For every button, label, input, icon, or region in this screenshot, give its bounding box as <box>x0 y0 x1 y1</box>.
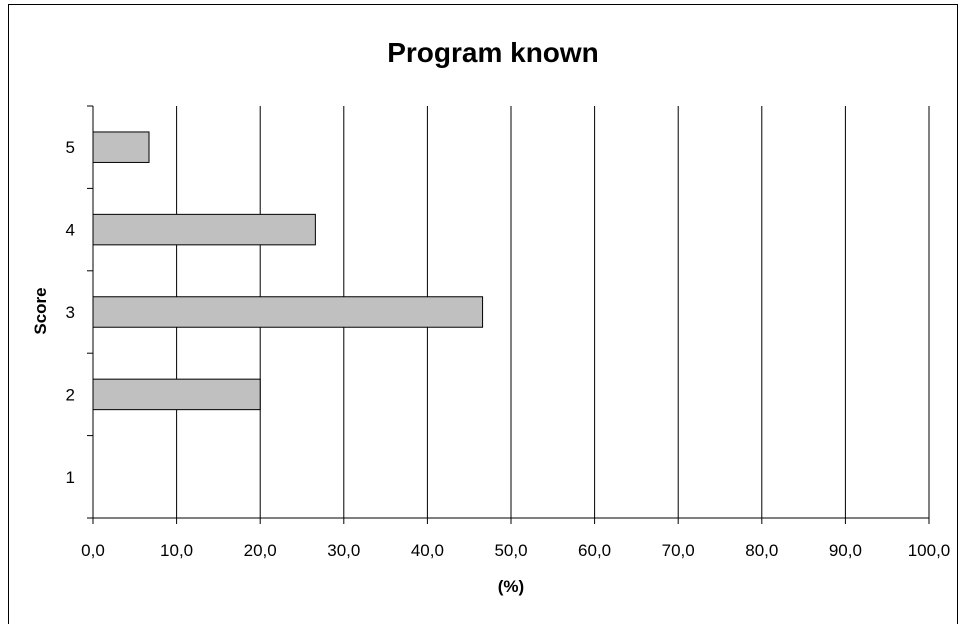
x-tick-label: 0,0 <box>81 541 105 560</box>
x-tick-labels: 0,0 10,0 20,0 30,0 40,0 50,0 60,0 70,0 80,0 90,0 1… <box>81 541 950 560</box>
x-tick-label: 70,0 <box>662 541 695 560</box>
bar <box>92 213 316 246</box>
bar <box>92 378 261 411</box>
chart-title: Program known <box>387 37 599 68</box>
x-axis-label: (%) <box>498 577 524 596</box>
y-axis-label: Score <box>31 287 50 334</box>
y-tick-label: 2 <box>66 385 75 404</box>
x-tick-label: 50,0 <box>494 541 527 560</box>
x-tick-label: 100,0 <box>908 541 951 560</box>
bars <box>92 131 484 411</box>
x-tick-label: 20,0 <box>244 541 277 560</box>
y-tick-label: 4 <box>66 221 75 240</box>
x-tick-label: 30,0 <box>327 541 360 560</box>
y-tick-label: 1 <box>66 468 75 487</box>
x-tick-label: 10,0 <box>160 541 193 560</box>
x-tick-label: 40,0 <box>411 541 444 560</box>
y-tick-label: 5 <box>66 138 75 157</box>
y-tick-labels: 1 2 3 4 5 <box>66 138 75 487</box>
x-tick-label: 90,0 <box>829 541 862 560</box>
bar <box>92 296 484 328</box>
x-tick-label: 80,0 <box>745 541 778 560</box>
x-tick-label: 60,0 <box>578 541 611 560</box>
bar <box>92 131 150 163</box>
y-tick-label: 3 <box>66 303 75 322</box>
